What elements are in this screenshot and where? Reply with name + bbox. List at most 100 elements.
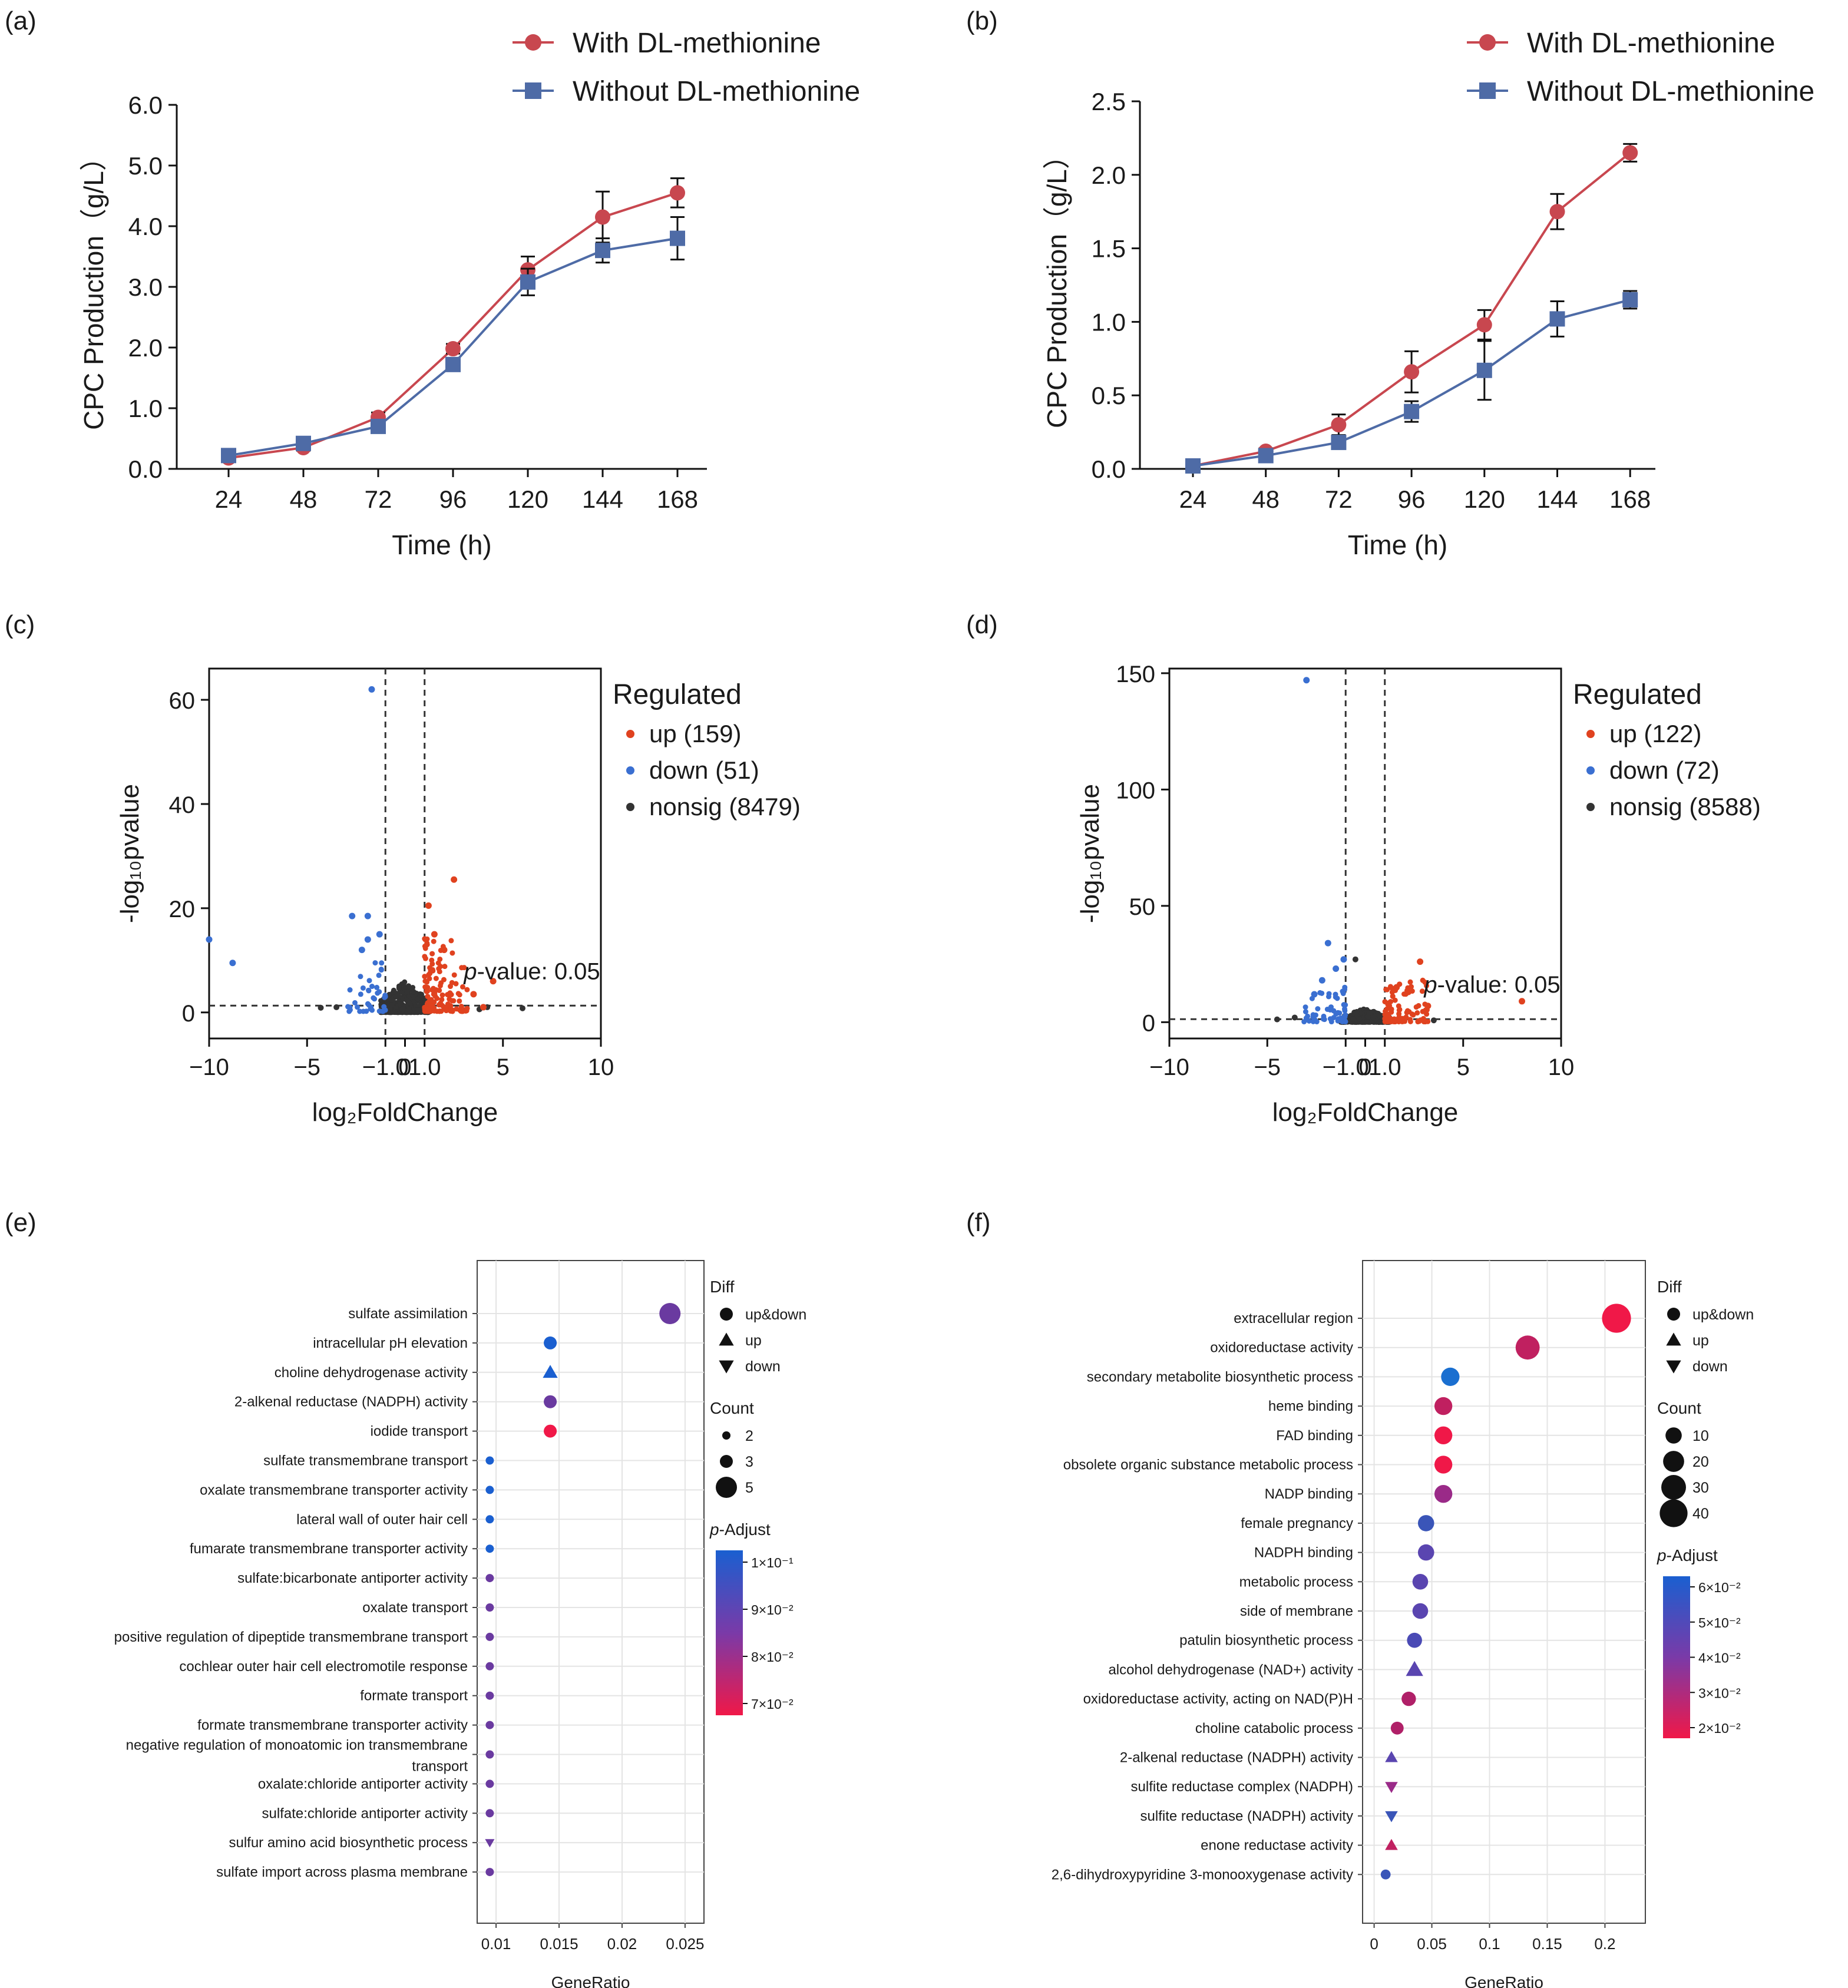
enrichment-point [1407, 1632, 1422, 1648]
point-up [459, 1008, 465, 1014]
enrichment-point [1385, 1782, 1398, 1793]
x-tick-label: 96 [1398, 485, 1426, 513]
point-nonsig [401, 981, 406, 987]
data-point [520, 274, 535, 290]
enrichment-point [1385, 1838, 1398, 1850]
category-label: choline catabolic process [1195, 1721, 1353, 1736]
legend-diff-marker [1666, 1332, 1681, 1346]
series-with [221, 177, 685, 466]
point-down [229, 960, 236, 967]
point-up [470, 991, 477, 998]
legend-diff-marker [719, 1332, 734, 1346]
category-label: oxidoreductase activity, acting on NAD(P… [1083, 1691, 1353, 1707]
point-down [371, 995, 376, 1001]
category-label: sulfate import across plasma membrane [216, 1864, 468, 1880]
point-nonsig [1274, 1016, 1280, 1023]
point-up [1407, 1017, 1413, 1023]
point-up [1519, 998, 1525, 1005]
enrichment-point [1385, 1751, 1398, 1762]
category-label: lateral wall of outer hair cell [296, 1511, 468, 1527]
point-down [1340, 956, 1347, 963]
legend-marker [1479, 34, 1496, 51]
point-down [358, 991, 363, 997]
volcano-points [1274, 677, 1525, 1025]
x-axis-title: Time (h) [1348, 530, 1448, 560]
point-up [458, 1004, 464, 1010]
legend-diff-label: up&down [745, 1306, 806, 1323]
point-up [1404, 1010, 1410, 1015]
y-tick-label: 60 [169, 688, 196, 714]
point-up [451, 972, 457, 978]
point-down [355, 1004, 361, 1010]
y-tick-label: 2.0 [128, 334, 163, 362]
enrichment-point [485, 1839, 495, 1848]
legend-count-marker [1661, 1475, 1686, 1500]
point-up [441, 947, 448, 954]
category-label: iodide transport [371, 1424, 468, 1440]
point-down [379, 960, 385, 966]
category-label: cochlear outer hair cell electromotile r… [179, 1659, 468, 1675]
point-nonsig [1354, 1008, 1360, 1014]
point-down [1324, 1006, 1330, 1012]
point-up [439, 997, 445, 1003]
point-down [1311, 991, 1318, 998]
point-up [447, 990, 453, 996]
point-down [1342, 987, 1348, 993]
enrichment-point [485, 1809, 494, 1818]
point-down [358, 947, 365, 954]
x-tick-label: 10 [588, 1054, 614, 1080]
point-up [425, 902, 432, 909]
point-up [437, 956, 443, 962]
panel-label-a: (a) [5, 6, 37, 35]
category-label: secondary metabolite biosynthetic proces… [1087, 1369, 1353, 1385]
category-label: sulfite reductase complex (NADPH) [1131, 1779, 1353, 1795]
y-tick-label: 0 [182, 1001, 195, 1027]
point-down [347, 987, 353, 993]
x-tick-label: 1.0 [1368, 1054, 1401, 1080]
legend-padj-colorbar [1663, 1576, 1690, 1738]
point-up [1419, 988, 1425, 994]
legend-count-title: Count [1657, 1399, 1701, 1417]
category-label: fumarate transmembrane transporter activ… [190, 1541, 468, 1557]
y-tick-label: 0.0 [128, 455, 163, 483]
point-up [459, 984, 465, 990]
legend-label: Without DL-methionine [1527, 76, 1814, 107]
x-tick-label: 168 [1609, 485, 1651, 513]
y-tick-label: 6.0 [128, 91, 163, 119]
category-label: oxidoreductase activity [1210, 1340, 1353, 1356]
legend-title: Regulated [613, 679, 742, 710]
point-nonsig [396, 985, 402, 991]
point-up [1407, 979, 1413, 985]
legend-padj-label: 9×10⁻² [751, 1602, 794, 1617]
legend-dot [1586, 730, 1595, 738]
legend-diff-marker [720, 1308, 733, 1321]
x-tick-label: 24 [215, 485, 243, 513]
point-down [376, 989, 382, 995]
point-up [424, 988, 429, 994]
point-up [439, 992, 445, 998]
point-up [427, 965, 433, 971]
point-up [422, 943, 428, 949]
point-up [442, 964, 448, 970]
enrichment-point [1441, 1367, 1460, 1386]
point-up [448, 1003, 454, 1008]
panel-label-b: (b) [966, 6, 998, 35]
x-tick-label: 0.025 [666, 1935, 704, 1953]
data-point [1476, 317, 1492, 333]
enrichment-point [485, 1515, 494, 1524]
data-point [1549, 311, 1565, 327]
enrichment-point [485, 1456, 494, 1465]
point-down [1302, 1004, 1308, 1010]
legend-count-label: 20 [1692, 1454, 1709, 1470]
point-up [431, 931, 438, 938]
enrichment-point [1417, 1515, 1434, 1531]
y-tick-label: 5.0 [128, 152, 163, 180]
point-up [1392, 997, 1398, 1003]
legend-label: down (51) [649, 756, 759, 784]
point-nonsig [410, 985, 416, 991]
point-up [433, 975, 439, 981]
point-up [1396, 1019, 1402, 1025]
point-down [372, 960, 378, 966]
enrichment-point [544, 1395, 557, 1408]
